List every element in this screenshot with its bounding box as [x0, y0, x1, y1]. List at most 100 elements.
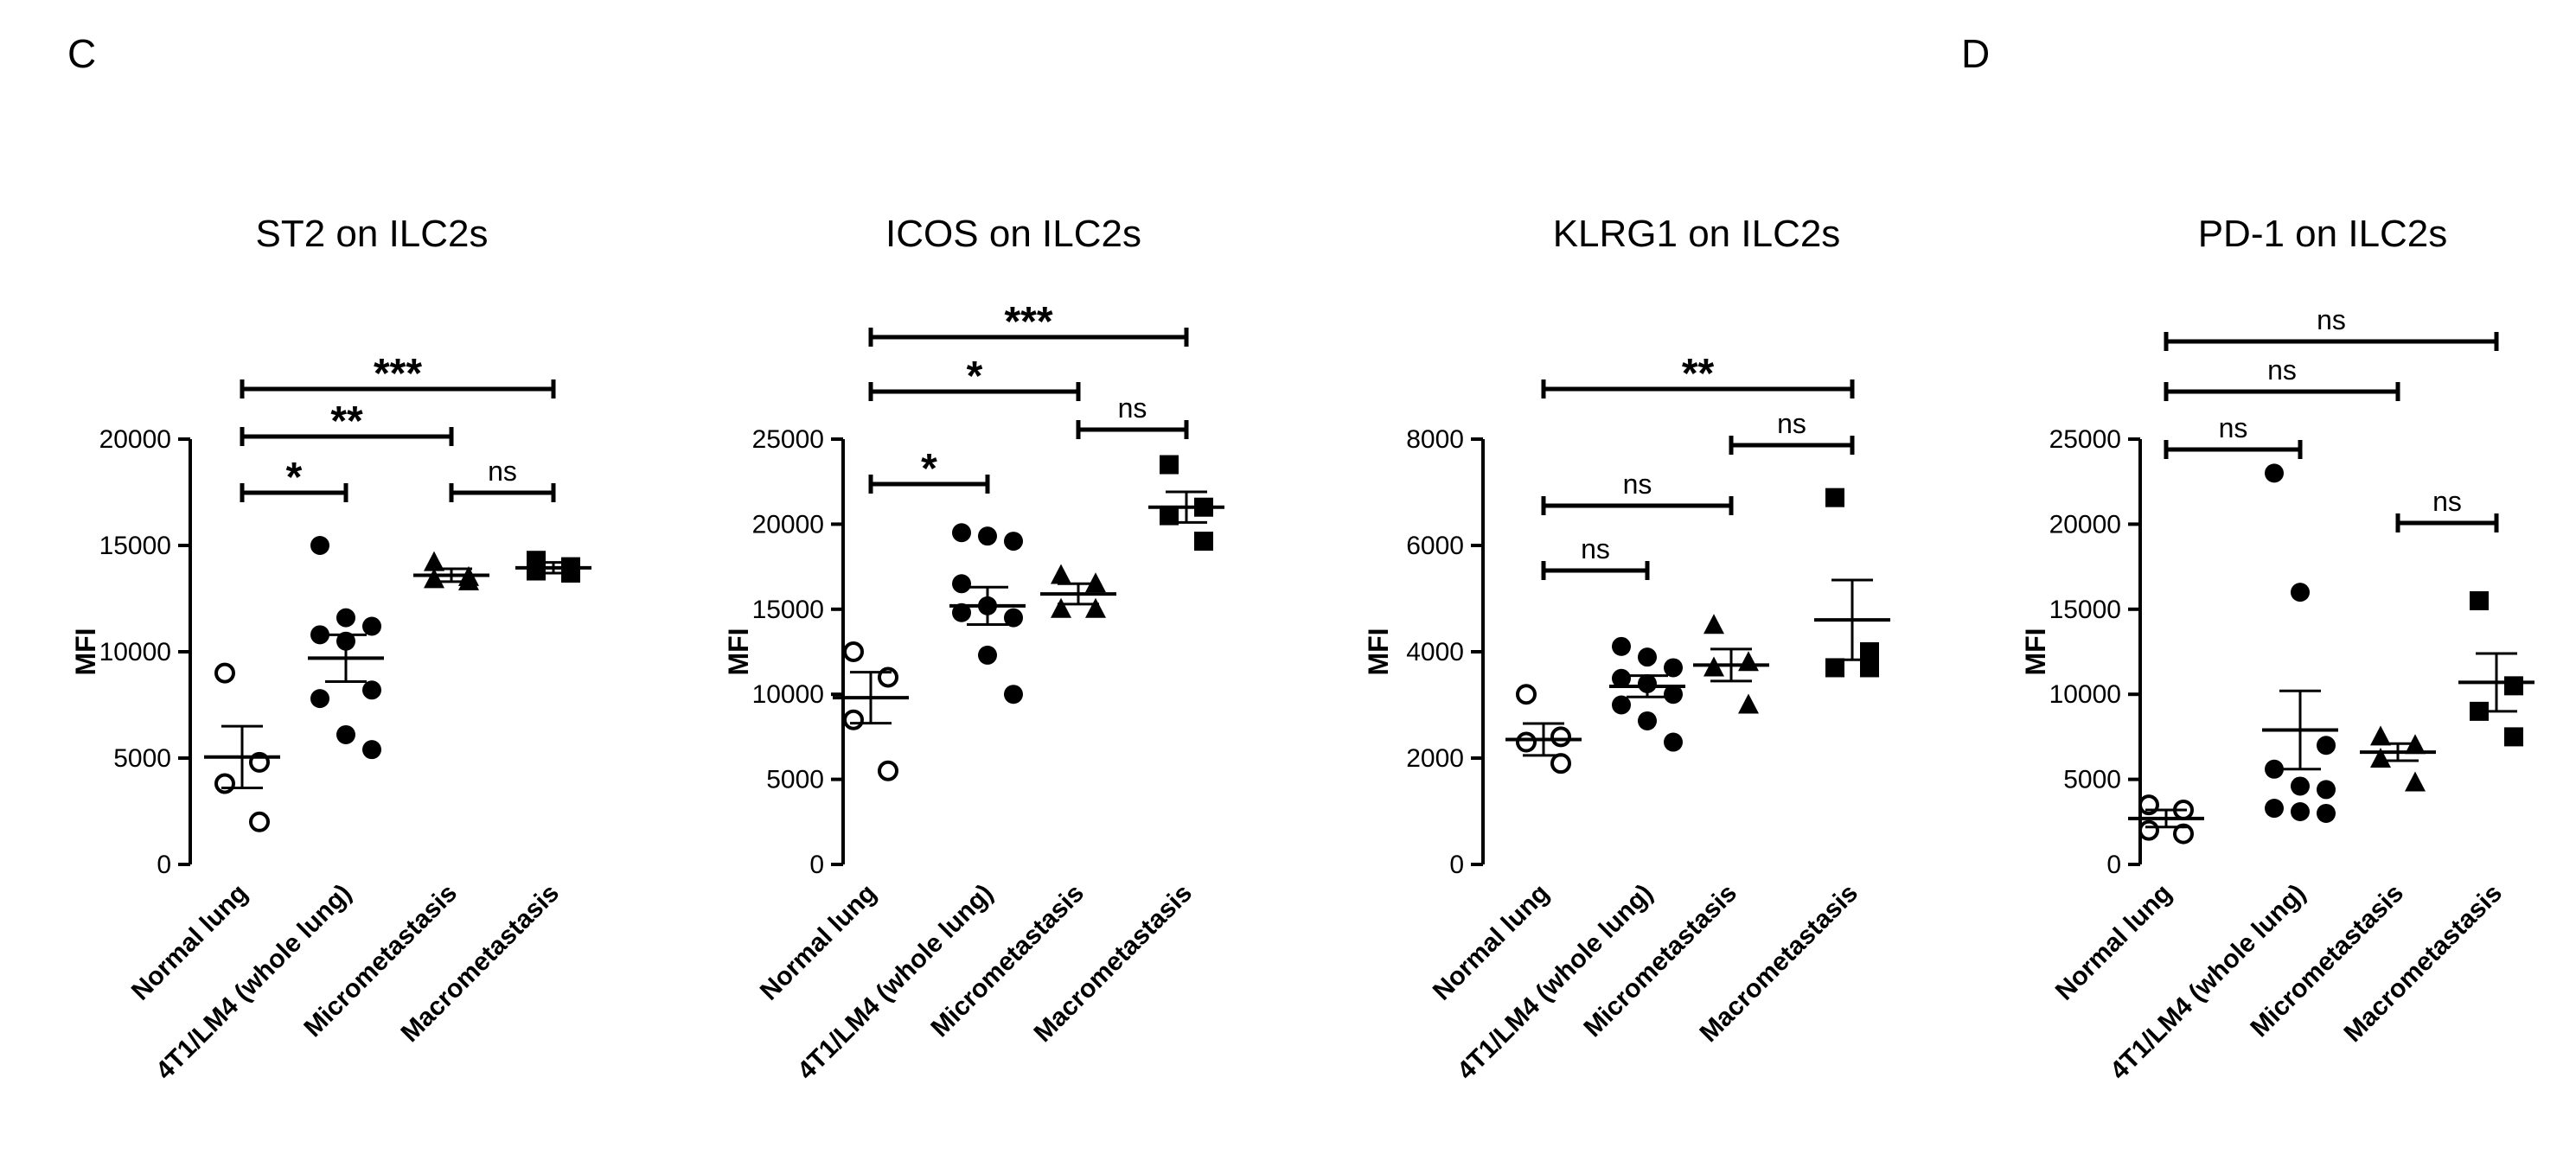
chart-title: KLRG1 on ILC2s [1553, 213, 1841, 255]
significance-bracket: *** [868, 299, 1189, 347]
data-point [1638, 647, 1657, 667]
data-point [1860, 658, 1879, 678]
chart-title: ICOS on ILC2s [885, 213, 1141, 255]
data-point [1612, 636, 1631, 656]
data-point [1085, 597, 1106, 618]
data-point [1825, 658, 1844, 678]
x-tick-label: Normal lung [755, 879, 882, 1006]
data-point [978, 526, 997, 546]
data-point [2370, 725, 2391, 746]
significance-bracket: ns [2164, 412, 2303, 459]
chart-3: KLRG1 on ILC2s02000400060008000MFINormal… [1363, 213, 1890, 1086]
data-point [2470, 590, 2489, 610]
data-point [1516, 684, 1537, 705]
data-point [2173, 823, 2194, 845]
series-3 [1040, 564, 1116, 618]
x-tick-label: Normal lung [2050, 879, 2177, 1006]
y-tick-label: 0 [1449, 851, 1464, 879]
series-4 [1814, 488, 1890, 678]
significance-label: ns [1623, 469, 1652, 500]
data-point [978, 645, 997, 665]
y-tick-label: 15000 [99, 532, 171, 560]
data-point [527, 561, 546, 581]
data-point [214, 773, 235, 794]
significance-bracket: ns [2395, 486, 2499, 532]
data-point [310, 536, 329, 555]
chart-1: ST2 on ILC2s05000100001500020000MFINorma… [70, 213, 591, 1086]
data-point [1004, 532, 1023, 551]
data-point [2504, 676, 2523, 696]
data-point [1160, 455, 1179, 475]
data-point [843, 641, 864, 662]
data-point [952, 523, 971, 543]
data-point [1738, 651, 1759, 672]
chart-title: PD-1 on ILC2s [2198, 213, 2448, 255]
y-tick-label: 10000 [752, 680, 824, 709]
y-tick-label: 5000 [766, 766, 824, 794]
data-point [310, 625, 329, 645]
y-axis-label: MFI [70, 628, 101, 675]
series-2 [1609, 636, 1685, 752]
significance-label: ns [488, 456, 517, 487]
data-point [2405, 771, 2426, 792]
data-point [2370, 747, 2391, 768]
data-point [1004, 608, 1023, 628]
panel-label-c: C [67, 31, 96, 76]
data-point [1194, 532, 1213, 551]
data-point [878, 760, 898, 781]
y-tick-label: 10000 [2049, 680, 2121, 709]
chart-4: PD-1 on ILC2s 0 5000 10000 15000 20000 25000 MF… [2020, 213, 2534, 1086]
significance-bracket: ns [2164, 304, 2499, 351]
data-point [952, 603, 971, 622]
significance-label: ns [1581, 533, 1610, 564]
significance-label: *** [374, 351, 422, 397]
series-1 [833, 641, 909, 781]
significance-bracket: ns [2164, 354, 2400, 401]
series-1 [204, 662, 280, 832]
data-point [1612, 695, 1631, 715]
significance-bracket: * [868, 446, 990, 494]
significance-bracket: * [240, 455, 348, 502]
data-point [2317, 803, 2336, 823]
series-4 [2458, 590, 2534, 747]
series-3 [413, 551, 489, 590]
charts-group: ST2 on ILC2s05000100001500020000MFINorma… [70, 213, 2534, 1086]
data-point [2265, 463, 2284, 483]
significance-label: * [921, 446, 937, 492]
data-point [1160, 506, 1179, 526]
y-tick-label: 0 [809, 851, 824, 879]
series-2 [2262, 463, 2338, 823]
data-point [424, 551, 444, 571]
x-tick-label: 4T1/LM4 (whole lung) [150, 879, 357, 1086]
significance-label: * [286, 455, 303, 500]
panel-label-d: D [1961, 31, 1990, 76]
significance-label: ns [1777, 408, 1806, 439]
data-point [310, 689, 329, 709]
y-tick-label: 4000 [1406, 638, 1464, 666]
data-point [336, 724, 355, 744]
y-tick-label: 15000 [752, 596, 824, 624]
data-point [362, 680, 381, 700]
significance-label: ns [2219, 412, 2248, 443]
data-point [336, 608, 355, 628]
data-point [1516, 731, 1537, 753]
series-3 [2360, 725, 2436, 792]
significance-bracket: ns [1541, 533, 1650, 580]
y-axis-label: MFI [1363, 628, 1394, 675]
data-point [1550, 726, 1571, 748]
significance-bracket: ** [1541, 351, 1855, 398]
series-2 [308, 536, 384, 760]
significance-bracket: ns [1729, 408, 1855, 455]
y-axis-label: MFI [723, 628, 754, 675]
data-point [952, 574, 971, 594]
series-1 [1505, 684, 1582, 775]
y-tick-label: 5000 [2063, 766, 2121, 794]
data-point [2504, 727, 2523, 747]
data-point [843, 709, 864, 730]
chart-2: ICOS on ILC2s 0 5000 10000 15000 20000 25000 MF… [723, 213, 1224, 1086]
data-point [249, 811, 270, 832]
significance-label: ns [2317, 304, 2346, 335]
data-point [2265, 799, 2284, 819]
data-point [362, 616, 381, 636]
